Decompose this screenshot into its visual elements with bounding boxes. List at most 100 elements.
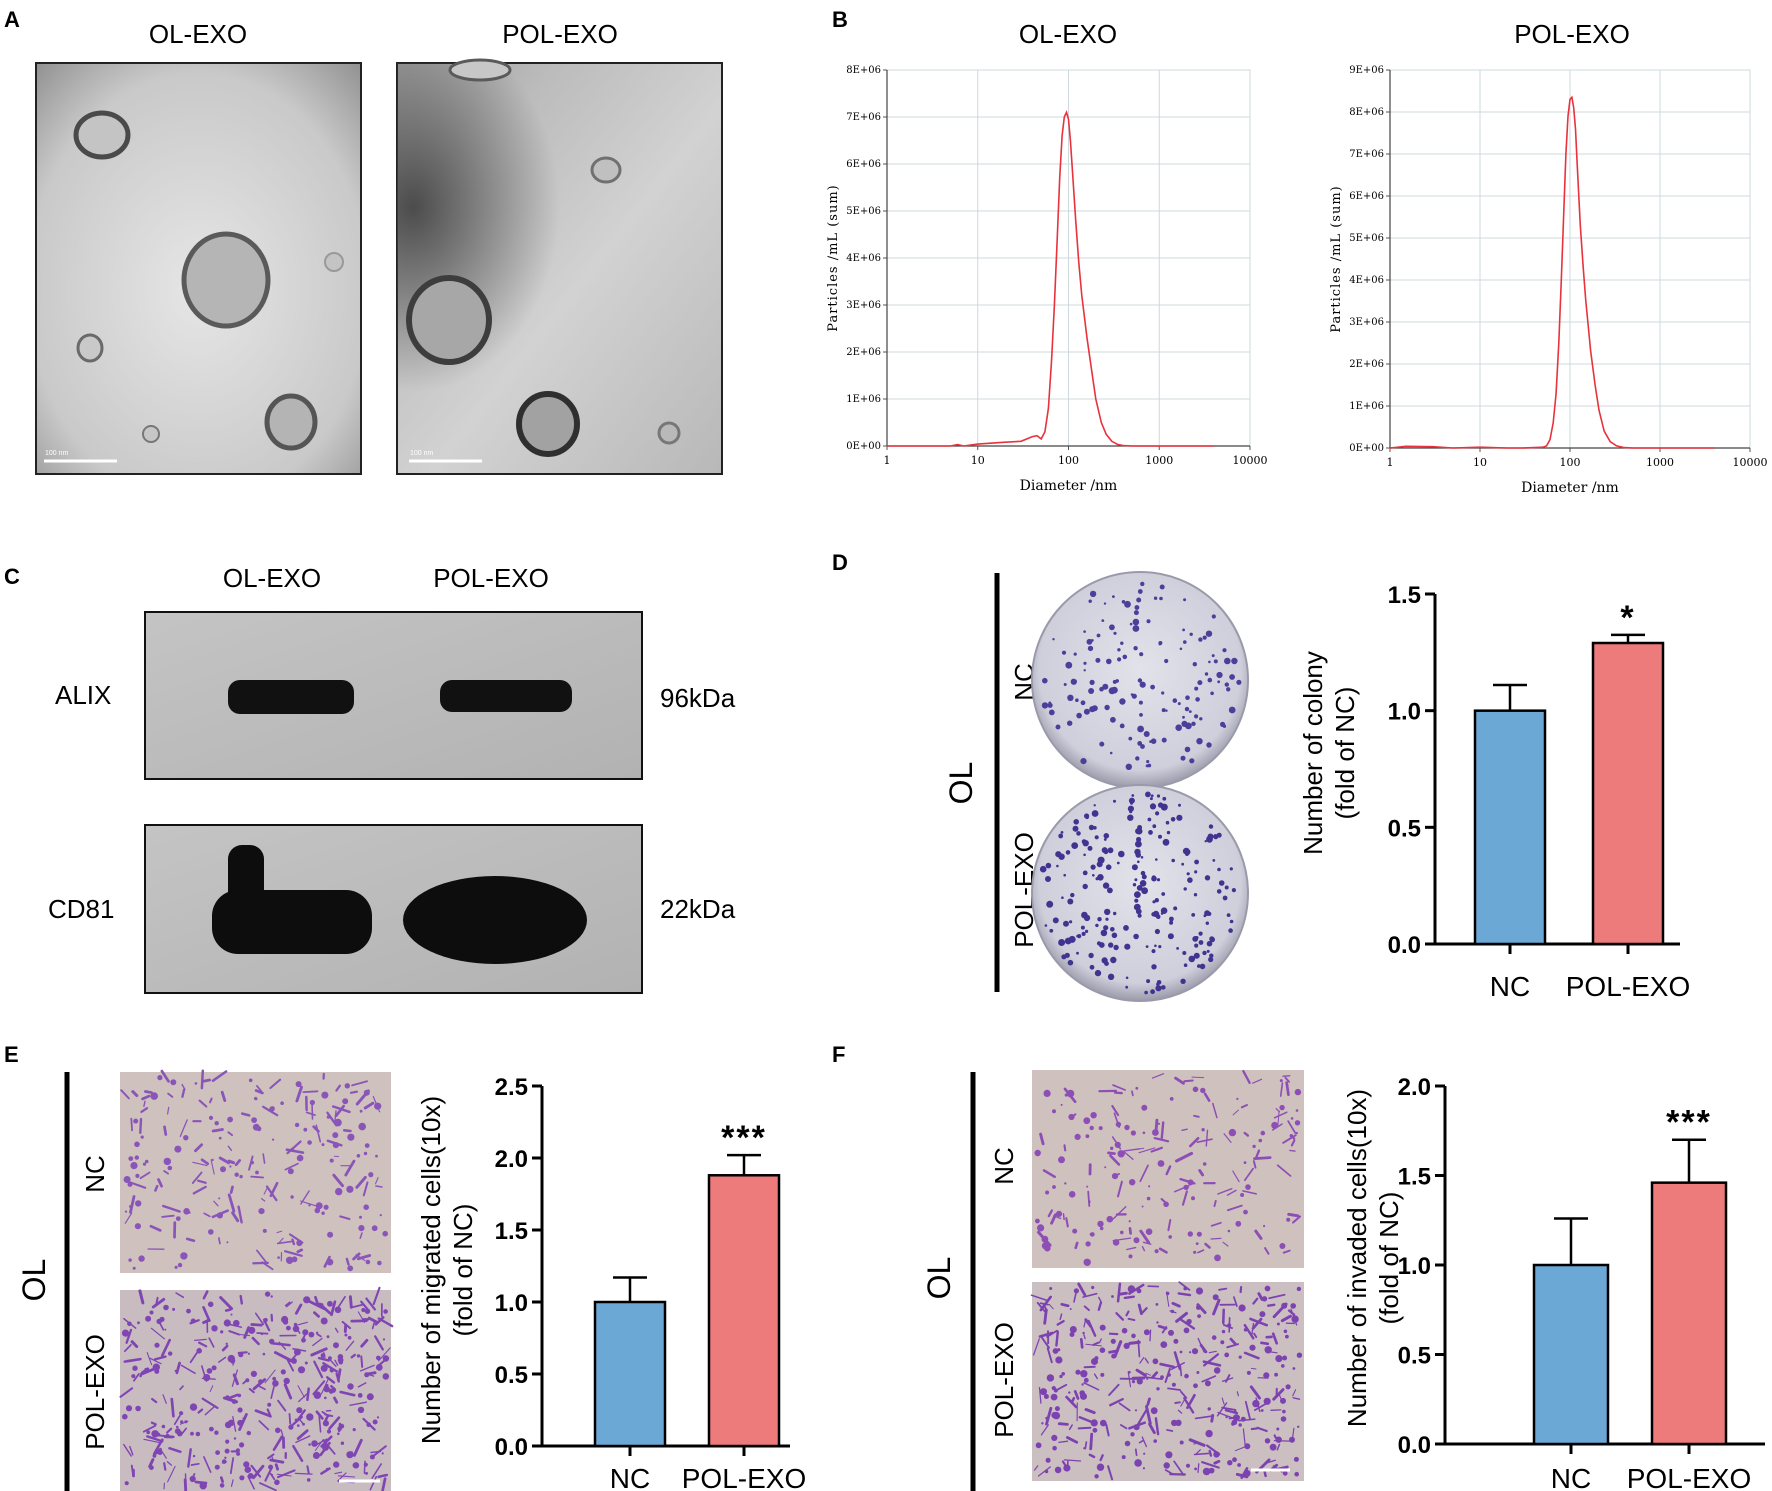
nta-ylabel: Particles /mL (sum) — [826, 184, 841, 331]
nta-tick-label-y: 1E+06 — [1349, 401, 1384, 412]
bar-pol-exo — [1591, 641, 1665, 946]
nta-chart-ol-exo: OL-EXO 0E+00 1E+06 2E+06 3E+06 4E+06 5E+06 6E+0… — [826, 19, 1268, 494]
bar-tick-label-y: 0.0 — [1388, 932, 1421, 959]
bar-chart-colony: 0.0 0.5 1.0 1.5 NC POL-EXO * Number of colony(f… — [1298, 582, 1690, 1002]
nta-tick-label-x: 10000 — [1233, 454, 1268, 467]
panel-a-letter: A — [4, 7, 20, 32]
bar-category-label: POL-EXO — [1566, 971, 1690, 1002]
panel-e-group-label: OL — [16, 1259, 52, 1302]
bar-tick-label-y: 2.5 — [495, 1074, 528, 1101]
panel-e-row-pol-exo: POL-EXO — [80, 1334, 110, 1450]
nta-xlabel: Diameter /nm — [1521, 480, 1619, 496]
nta-tick-label-y: 3E+06 — [1349, 317, 1384, 328]
nta-chart-pol-exo: POL-EXO 0E+00 1E+06 2E+06 3E+06 4E+06 5E+06 6E+… — [1329, 19, 1768, 496]
invasion-image-pol-exo — [1030, 1281, 1304, 1481]
panel-c-letter: C — [4, 564, 20, 589]
nta-tick-label-y: 5E+06 — [1349, 233, 1384, 244]
bar-tick-label-y: 1.5 — [1398, 1164, 1431, 1191]
nta-tick-label-y: 2E+06 — [846, 347, 881, 358]
nta-tick-label-y: 4E+06 — [1349, 275, 1384, 286]
nta-tick-label-x: 10 — [971, 454, 985, 467]
bar-nc — [593, 1300, 667, 1448]
migration-image-nc — [120, 1069, 391, 1273]
bar-tick-label-y: 0.0 — [1398, 1432, 1431, 1459]
bar-pol-exo — [1650, 1181, 1728, 1446]
nta-tick-label-x: 1 — [884, 454, 891, 467]
nta-xlabel: Diameter /nm — [1020, 478, 1118, 494]
significance-marker: *** — [1666, 1104, 1712, 1142]
significance-marker: *** — [721, 1119, 767, 1157]
nta-ylabel: Particles /mL (sum) — [1329, 185, 1344, 332]
bar-category-label: NC — [1490, 971, 1530, 1002]
bar-chart-invasion: 0.0 0.5 1.0 1.5 2.0 NC POL-EXO *** Number of inv… — [1342, 1074, 1765, 1491]
nta-tick-label-y: 5E+06 — [846, 206, 881, 217]
nta-tick-label-y: 9E+06 — [1349, 65, 1384, 76]
nta-series-line — [887, 110, 1214, 447]
bar-chart-migration: 0.0 0.5 1.0 1.5 2.0 2.5 NC POL-EXO *** Number of … — [416, 1074, 806, 1491]
nta-tick-label-y: 0E+00 — [1349, 443, 1384, 454]
bar-nc — [1532, 1263, 1610, 1446]
tem-pol-exo-scale-text: 100 nm — [410, 450, 434, 457]
nta-tick-label-x: 10 — [1473, 456, 1487, 469]
bar-tick-label-y: 1.0 — [1398, 1253, 1431, 1280]
bar-category-label: POL-EXO — [1627, 1463, 1751, 1491]
bar-tick-label-y: 0.5 — [1388, 815, 1421, 842]
blot-size-cd81: 22kDa — [660, 894, 736, 924]
bar-category-label: NC — [1551, 1463, 1591, 1491]
panel-c: C OL-EXO POL-EXO ALIX 96kDa CD81 22kDa — [4, 563, 736, 994]
blot-protein-alix: ALIX — [55, 680, 111, 710]
nta-tick-label-y: 7E+06 — [846, 112, 881, 123]
nta-tick-label-y: 8E+06 — [1349, 107, 1384, 118]
tem-pol-exo-label: POL-EXO — [502, 19, 618, 49]
bar-ylabel: Number of invaded cells(10x)(fold of NC) — [1342, 1089, 1404, 1427]
nta-title: POL-EXO — [1514, 19, 1630, 49]
tem-ol-exo-label: OL-EXO — [149, 19, 247, 49]
nta-tick-label-y: 7E+06 — [1349, 149, 1384, 160]
nta-tick-label-x: 100 — [1058, 454, 1079, 467]
panel-f-row-pol-exo: POL-EXO — [989, 1322, 1019, 1438]
nta-tick-label-y: 1E+06 — [846, 394, 881, 405]
significance-marker: * — [1620, 599, 1635, 637]
nta-tick-label-x: 1 — [1387, 456, 1394, 469]
panel-f-row-nc: NC — [989, 1147, 1019, 1185]
nta-tick-label-x: 10000 — [1733, 456, 1768, 469]
bar-tick-label-y: 0.5 — [495, 1362, 528, 1389]
bar-tick-label-y: 1.0 — [495, 1290, 528, 1317]
panel-f: F OL NC POL-EXO 0.0 0.5 1.0 1.5 2.0 NC POL-EXO… — [832, 1042, 1765, 1491]
panel-e: E OL NC POL-EXO 0.0 0.5 1.0 1.5 2.0 2.5 NC POL-… — [4, 1042, 806, 1491]
bar-tick-label-y: 2.0 — [1398, 1074, 1431, 1101]
colony-dish-pol-exo — [1031, 784, 1249, 1002]
bar-tick-label-y: 2.0 — [495, 1146, 528, 1173]
bar-pol-exo — [707, 1174, 781, 1448]
nta-tick-label-y: 8E+06 — [846, 65, 881, 76]
bar-nc — [1473, 709, 1547, 946]
panel-f-group-label: OL — [921, 1257, 957, 1300]
invasion-image-nc — [1032, 1069, 1304, 1268]
bar-ylabel: Number of colony(fold of NC) — [1298, 651, 1360, 855]
nta-tick-label-x: 100 — [1560, 456, 1581, 469]
tem-image-pol-exo: 100 nm — [396, 58, 723, 475]
panel-e-letter: E — [4, 1042, 19, 1067]
blot-lane-pol-exo: POL-EXO — [433, 563, 549, 593]
bar-tick-label-y: 1.0 — [1388, 699, 1421, 726]
nta-tick-label-x: 1000 — [1145, 454, 1173, 467]
migration-image-pol-exo — [119, 1286, 394, 1491]
panel-b-letter: B — [832, 7, 848, 32]
bar-tick-label-y: 0.5 — [1398, 1343, 1431, 1370]
colony-dish-nc — [1031, 571, 1249, 789]
blot-alix — [144, 611, 643, 780]
nta-tick-label-y: 4E+06 — [846, 253, 881, 264]
nta-title: OL-EXO — [1019, 19, 1117, 49]
bar-tick-label-y: 0.0 — [495, 1434, 528, 1461]
blot-cd81 — [144, 824, 643, 994]
blot-size-alix: 96kDa — [660, 683, 736, 713]
nta-tick-label-y: 3E+06 — [846, 300, 881, 311]
bar-tick-label-y: 1.5 — [495, 1218, 528, 1245]
blot-lane-ol-exo: OL-EXO — [223, 563, 321, 593]
bar-category-label: NC — [610, 1463, 650, 1491]
nta-tick-label-y: 6E+06 — [1349, 191, 1384, 202]
panel-d: D OL NC POL-EXO 0.0 0.5 1.0 1.5 NC POL-EXO * Nu… — [832, 550, 1690, 1002]
panel-d-letter: D — [832, 550, 848, 575]
nta-tick-label-y: 0E+00 — [846, 441, 881, 452]
